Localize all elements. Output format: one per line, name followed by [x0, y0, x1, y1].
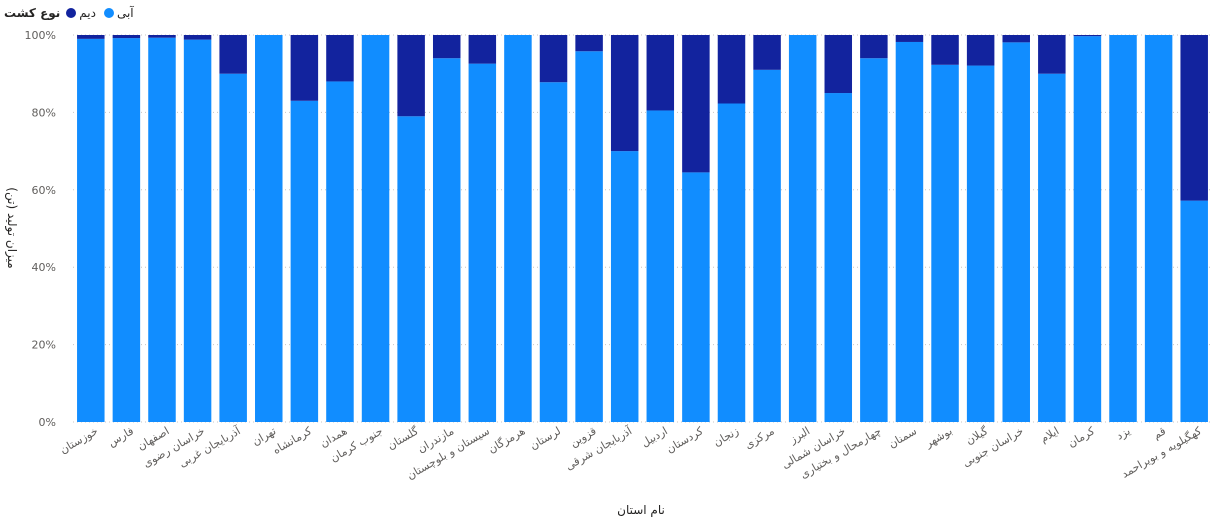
y-axis-ticks: 0% 20% 40% 60% 80% 100%: [25, 29, 56, 429]
bar-segment-irrigated[interactable]: [1002, 42, 1030, 423]
bar-segment-irrigated[interactable]: [966, 65, 995, 422]
bar-segment-irrigated[interactable]: [824, 93, 853, 423]
x-tick-label: مرکزی: [742, 424, 776, 451]
bar-segment-irrigated[interactable]: [290, 100, 319, 422]
bar-segment-irrigated[interactable]: [1180, 200, 1208, 422]
bar-segment-dryland[interactable]: [183, 35, 212, 40]
bar-segment-dryland[interactable]: [1073, 35, 1102, 37]
bar-segment-irrigated[interactable]: [1109, 35, 1137, 422]
bar-segment-dryland[interactable]: [682, 35, 710, 173]
x-tick-label: گلستان: [385, 424, 421, 452]
legend-dot-dryland-icon: [66, 8, 77, 18]
bar-segment-dryland[interactable]: [966, 35, 995, 66]
bar-segment-irrigated[interactable]: [432, 58, 461, 422]
bar-segment-dryland[interactable]: [895, 35, 924, 42]
bar-segment-dryland[interactable]: [1038, 35, 1066, 74]
bar-segment-irrigated[interactable]: [504, 35, 532, 422]
bar-segment-dryland[interactable]: [219, 35, 247, 74]
bar-segment-dryland[interactable]: [326, 35, 354, 82]
bar-segment-dryland[interactable]: [1002, 35, 1030, 43]
bar-segment-irrigated[interactable]: [255, 35, 283, 422]
y-tick-label: 40%: [32, 261, 56, 274]
bar-segment-dryland[interactable]: [753, 35, 781, 70]
legend-label-irrigated: آبی: [116, 6, 134, 20]
x-tick-label: فارس: [106, 424, 136, 449]
bar-segment-irrigated[interactable]: [468, 63, 497, 422]
legend-item-dryland[interactable]: دیم: [66, 6, 96, 20]
bar-segment-irrigated[interactable]: [646, 110, 675, 422]
legend-item-irrigated[interactable]: آبی: [103, 6, 134, 20]
bar-segment-irrigated[interactable]: [397, 116, 425, 423]
x-tick-label: کرمانشاه: [271, 424, 315, 457]
bar-segment-irrigated[interactable]: [183, 39, 212, 422]
bar-segment-irrigated[interactable]: [539, 82, 568, 423]
bar-segment-dryland[interactable]: [112, 35, 141, 39]
x-tick-label: خوزستان: [58, 424, 101, 456]
bar-segment-irrigated[interactable]: [219, 73, 247, 422]
bar-segment-irrigated[interactable]: [1038, 73, 1066, 422]
x-tick-label: کرمان: [1066, 424, 1098, 450]
bar-segment-dryland[interactable]: [397, 35, 425, 117]
bar-segment-dryland[interactable]: [468, 35, 497, 64]
bar-segment-dryland[interactable]: [931, 35, 959, 65]
bar-segment-dryland[interactable]: [575, 35, 603, 52]
bar-segment-irrigated[interactable]: [575, 51, 603, 423]
y-tick-label: 100%: [25, 29, 56, 42]
bar-segment-dryland[interactable]: [824, 35, 853, 94]
x-tick-label: لرستان: [528, 424, 563, 452]
x-tick-label: ایلام: [1038, 424, 1061, 445]
x-tick-label: قم: [1151, 424, 1168, 442]
legend-title: نوع کشت: [4, 6, 61, 20]
bar-segment-irrigated[interactable]: [682, 172, 710, 422]
x-tick-label: زنجان: [711, 424, 741, 449]
bar-segment-dryland[interactable]: [77, 35, 105, 39]
bar-segment-dryland[interactable]: [860, 35, 888, 59]
y-tick-label: 80%: [32, 106, 56, 119]
bar-segment-irrigated[interactable]: [1144, 35, 1173, 422]
bar-segment-irrigated[interactable]: [753, 69, 781, 422]
bar-segment-irrigated[interactable]: [717, 103, 746, 423]
legend-label-dryland: دیم: [79, 6, 96, 20]
bar-segment-irrigated[interactable]: [1073, 36, 1102, 422]
bar-segment-irrigated[interactable]: [895, 41, 924, 422]
bar-segment-irrigated[interactable]: [77, 38, 105, 423]
x-tick-label: یزد: [1114, 424, 1133, 442]
bar-segment-irrigated[interactable]: [148, 37, 176, 423]
bar-segment-irrigated[interactable]: [112, 38, 141, 422]
bar-segment-dryland[interactable]: [148, 35, 176, 38]
bar-segment-irrigated[interactable]: [860, 58, 888, 422]
bar-segment-irrigated[interactable]: [361, 35, 390, 422]
chart-legend: نوع کشت دیم آبی: [4, 4, 142, 22]
x-axis-title: نام استان: [617, 503, 665, 517]
y-tick-label: 20%: [32, 339, 56, 352]
bar-segment-irrigated[interactable]: [610, 151, 639, 422]
bar-segment-dryland[interactable]: [610, 35, 639, 152]
bar-segment-irrigated[interactable]: [788, 35, 817, 422]
bar-segment-dryland[interactable]: [432, 35, 461, 59]
y-tick-label: 0%: [39, 416, 56, 429]
bar-segment-irrigated[interactable]: [931, 64, 959, 422]
bar-segment-dryland[interactable]: [539, 35, 568, 83]
y-axis-title: میزان تولید (تن): [4, 187, 19, 268]
legend-dot-irrigated-icon: [103, 8, 114, 18]
bar-segment-dryland[interactable]: [646, 35, 675, 111]
bar-segment-dryland[interactable]: [290, 35, 319, 101]
bar-segment-irrigated[interactable]: [326, 81, 354, 422]
x-tick-label: سمنان: [886, 424, 919, 450]
x-tick-label: بوشهر: [922, 424, 955, 450]
bars-group: [77, 35, 1208, 423]
y-tick-label: 60%: [32, 184, 56, 197]
bar-segment-dryland[interactable]: [1180, 35, 1208, 201]
x-tick-label: کردستان: [664, 424, 706, 456]
bar-segment-dryland[interactable]: [717, 35, 746, 104]
x-tick-label: هرمزگان: [486, 424, 528, 456]
